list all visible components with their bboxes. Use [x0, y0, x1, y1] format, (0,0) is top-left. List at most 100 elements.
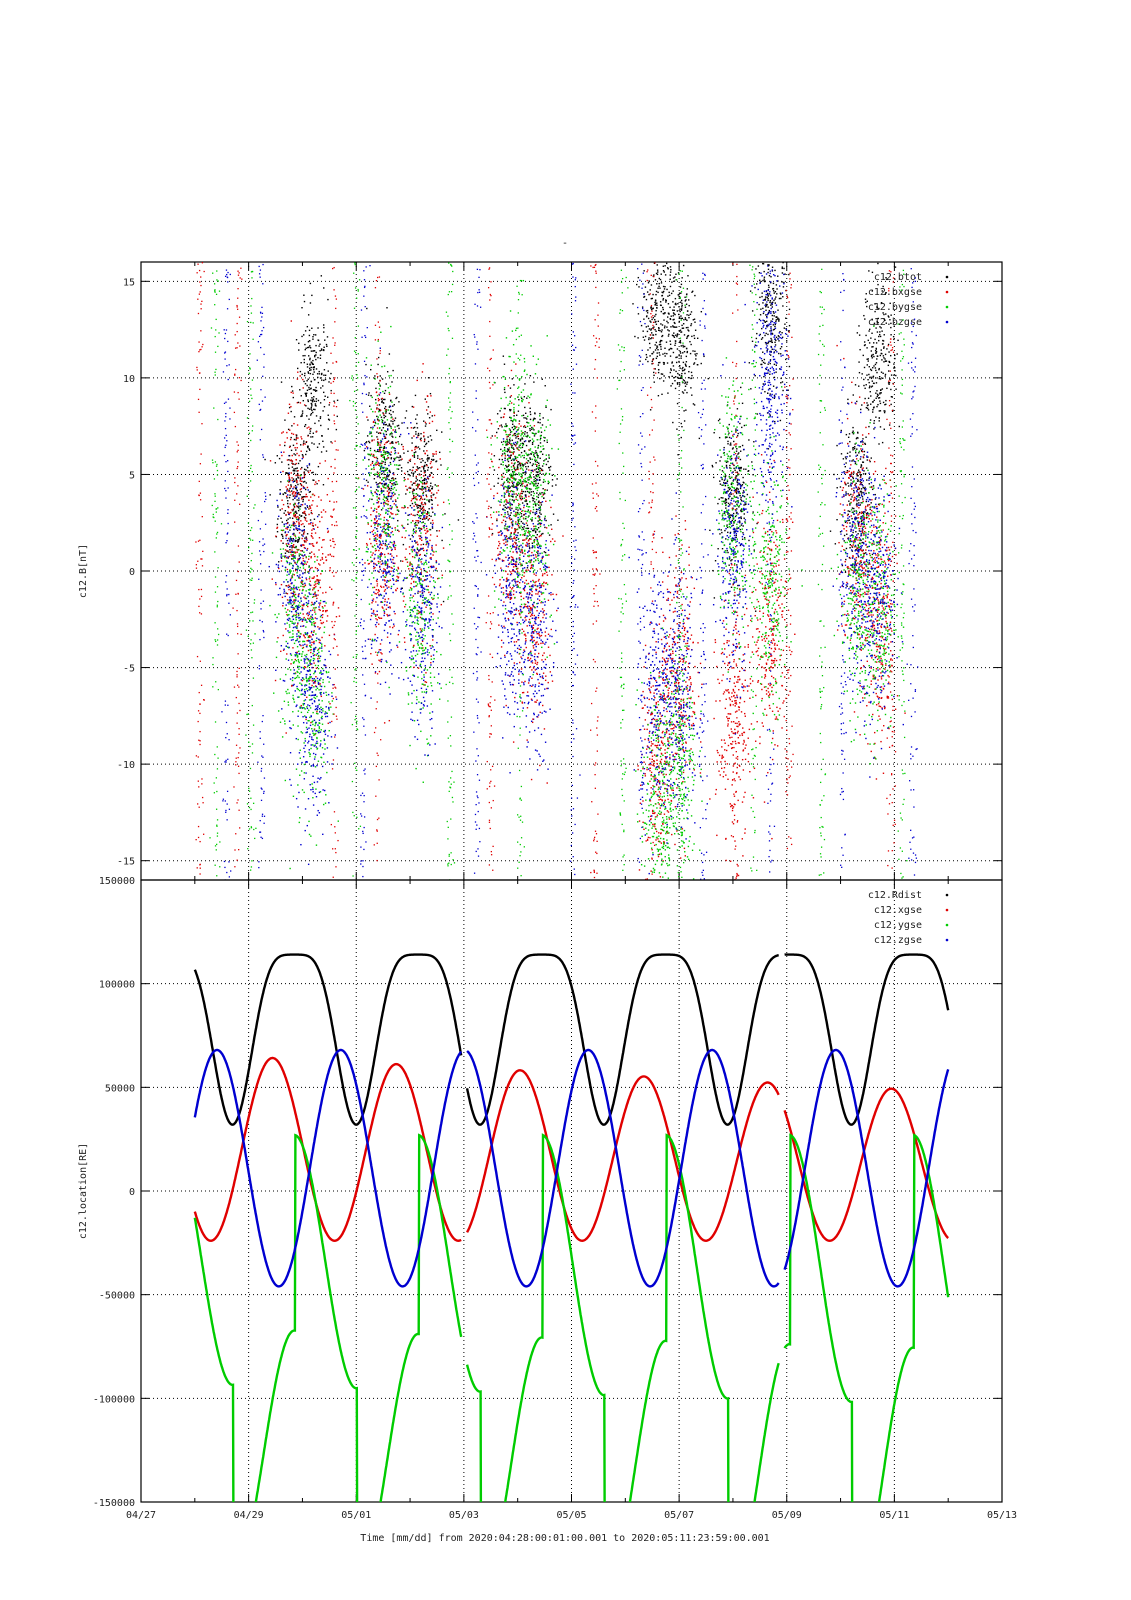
bfield-point-c12.bxgse	[386, 503, 388, 505]
bfield-point-c12.bxgse	[390, 566, 392, 569]
bfield-point-c12.bzgse	[287, 581, 289, 583]
bfield-point-c12.bzgse	[381, 482, 384, 485]
bfield-point-c12.btot	[422, 491, 425, 494]
bfield-point-c12.bygse	[308, 618, 310, 620]
bfield-point-c12.bxgse	[309, 507, 312, 509]
bfield-point-c12.bzgse	[384, 624, 387, 626]
bfield-point-c12.btot	[291, 425, 293, 427]
bfield-point-c12.bxgse	[429, 474, 431, 477]
bfield-point-c12.bzgse	[289, 578, 292, 581]
bfield-point-c12.bzgse	[315, 795, 318, 798]
bfield-point-c12.bxgse	[312, 589, 314, 591]
bfield-point-c12.btot	[385, 430, 387, 433]
bfield-point-c12.bygse	[511, 434, 514, 437]
bfield-point-c12.bygse	[377, 443, 379, 445]
bfield-point-c12.bzgse	[393, 545, 395, 548]
bfield-point-c12.bxgse	[414, 463, 416, 465]
bfield-point-c12.btot	[330, 441, 332, 443]
bfield-point-c12.bygse	[383, 495, 386, 498]
bfield-point-c12.bxgse	[435, 544, 437, 546]
bfield-point-c12.btot	[308, 448, 310, 450]
bfield-point-c12.btot	[292, 444, 295, 447]
bfield-point-c12.bxgse	[429, 490, 431, 492]
bfield-point-c12.bygse	[513, 477, 515, 479]
bfield-point-c12.bxgse	[502, 586, 504, 589]
bfield-point-c12.btot	[409, 469, 411, 471]
bfield-point-c12.btot	[290, 558, 293, 560]
bfield-point-c12.bzgse	[293, 672, 295, 675]
bfield-point-c12.btot	[406, 427, 409, 429]
bfield-point-c12.btot	[526, 397, 528, 399]
bfield-point-c12.btot	[502, 483, 504, 485]
bfield-point-c12.bzgse	[402, 611, 405, 613]
bfield-point-c12.bxgse	[513, 614, 515, 616]
bfield-point-c12.bxgse	[391, 626, 394, 629]
bfield-point-c12.bygse	[422, 683, 424, 685]
bfield-point-c12.bxgse	[412, 489, 414, 491]
bfield-point-c12.bxgse	[389, 626, 391, 628]
bfield-point-c12.bygse	[390, 447, 393, 449]
bfield-point-c12.btot	[299, 478, 302, 480]
bfield-point-c12.bygse	[302, 564, 305, 567]
bfield-point-c12.btot	[314, 404, 317, 407]
bfield-point-c12.bzgse	[307, 602, 310, 604]
bfield-point-c12.bzgse	[297, 595, 300, 598]
bfield-point-c12.btot	[286, 488, 288, 491]
bfield-point-c12.bzgse	[302, 644, 304, 646]
bfield-point-c12.bxgse	[300, 644, 302, 647]
bfield-point-c12.bygse	[514, 596, 516, 599]
bfield-point-c12.bygse	[308, 683, 311, 685]
bfield-point-c12.bzgse	[386, 478, 389, 480]
bfield-point-c12.bxgse	[419, 474, 421, 476]
bfield-point-c12.btot	[295, 339, 298, 341]
bfield-point-c12.bygse	[384, 532, 386, 534]
bfield-point-c12.btot	[282, 493, 285, 496]
bfield-point-c12.btot	[416, 505, 418, 507]
bfield-point-c12.bxgse	[388, 491, 390, 494]
bfield-point-c12.btot	[327, 298, 329, 301]
bfield-point-c12.bxgse	[419, 591, 421, 593]
bfield-point-c12.bygse	[518, 474, 521, 476]
bfield-point-c12.bzgse	[311, 691, 313, 693]
bfield-point-c12.bxgse	[314, 566, 317, 569]
bfield-point-c12.btot	[490, 506, 492, 509]
bfield-point-c12.bygse	[297, 658, 300, 661]
bfield-point-c12.bzgse	[292, 626, 295, 629]
bfield-point-c12.bxgse	[291, 479, 293, 482]
bfield-point-c12.bygse	[416, 572, 418, 575]
bfield-point-c12.btot	[293, 525, 295, 527]
bfield-point-c12.bxgse	[412, 567, 414, 570]
bfield-point-c12.btot	[411, 502, 414, 505]
bfield-point-c12.bxgse	[520, 656, 522, 658]
bfield-point-c12.bzgse	[409, 656, 411, 659]
bfield-point-c12.bxgse	[297, 469, 299, 472]
bfield-point-c12.bygse	[414, 654, 417, 657]
bfield-point-c12.btot	[513, 415, 515, 417]
bfield-point-c12.bxgse	[387, 566, 389, 568]
bfield-point-c12.bxgse	[307, 471, 310, 474]
bfield-point-c12.btot	[286, 539, 289, 542]
bfield-point-c12.btot	[309, 364, 311, 366]
bfield-point-c12.bzgse	[311, 694, 314, 697]
bfield-point-c12.bxgse	[419, 507, 421, 509]
bfield-point-c12.bxgse	[433, 551, 435, 553]
bfield-point-c12.bzgse	[420, 536, 423, 539]
bfield-point-c12.bxgse	[294, 569, 297, 572]
bfield-point-c12.bzgse	[382, 579, 384, 581]
bfield-point-c12.bxgse	[307, 558, 310, 560]
bfield-point-c12.bygse	[528, 396, 531, 399]
bfield-point-c12.btot	[300, 415, 302, 418]
bfield-point-c12.bygse	[374, 544, 376, 547]
bfield-point-c12.bxgse	[285, 495, 288, 497]
bfield-point-c12.bygse	[285, 673, 287, 676]
bfield-point-c12.bzgse	[311, 677, 314, 680]
bfield-point-c12.bxgse	[393, 473, 395, 476]
bfield-point-c12.bxgse	[389, 614, 391, 616]
bfield-point-c12.bygse	[298, 604, 300, 606]
bfield-point-c12.bygse	[510, 495, 512, 497]
bfield-point-c12.bzgse	[386, 579, 389, 582]
bfield-point-c12.bxgse	[501, 454, 503, 457]
bfield-point-c12.bxgse	[321, 556, 323, 559]
bfield-point-c12.bygse	[369, 449, 372, 452]
bfield-point-c12.bygse	[379, 556, 381, 559]
